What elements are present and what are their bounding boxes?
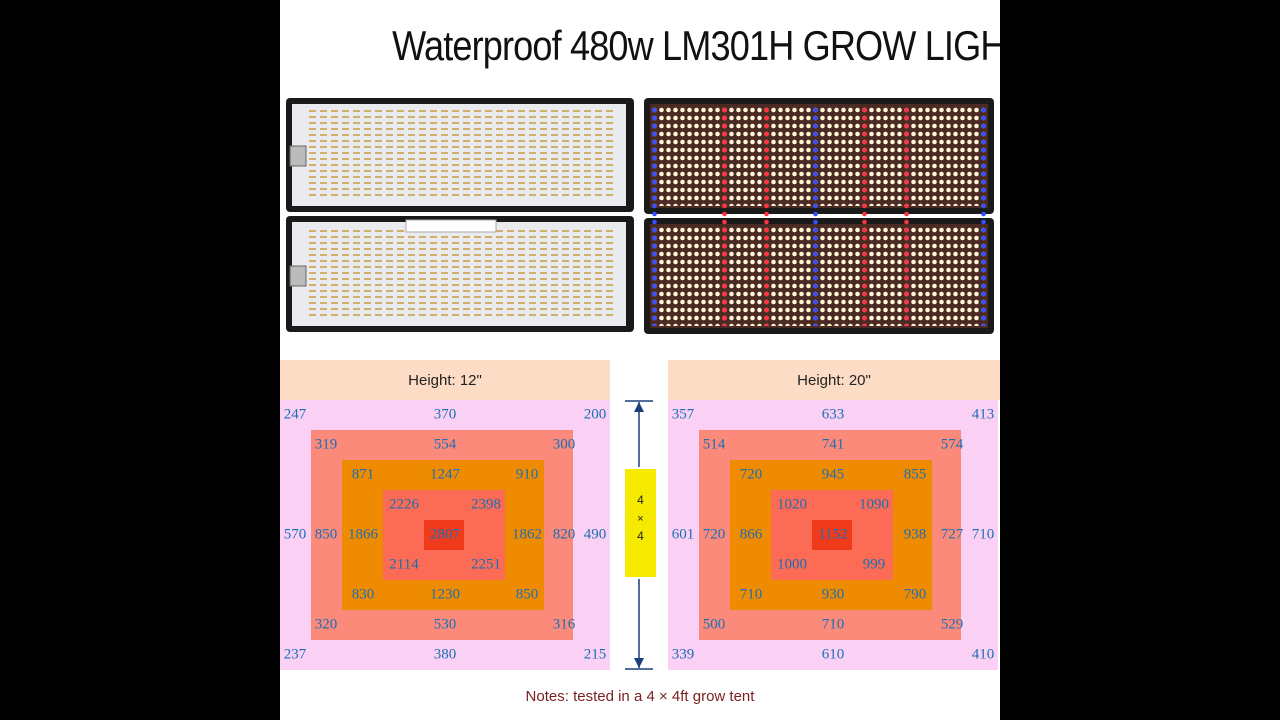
ppfd-value: 1247 xyxy=(430,466,460,483)
ppfd-value: 490 xyxy=(583,526,607,543)
ppfd-value: 633 xyxy=(821,406,845,423)
tent-size-indicator: 4 × 4 xyxy=(610,360,668,670)
ppfd-value: 339 xyxy=(671,646,695,663)
ppfd-value: 1862 xyxy=(512,526,542,543)
ppfd-value: 574 xyxy=(940,436,964,453)
ppfd-value: 710 xyxy=(739,586,763,603)
ppfd-value: 370 xyxy=(433,406,457,423)
ppfd-value: 319 xyxy=(314,436,338,453)
notes-text: Notes: tested in a 4 × 4ft grow tent xyxy=(525,688,755,705)
ppfd-value: 945 xyxy=(821,466,845,483)
ppfd-heatmap-12in: 247 200 237 215 370 380 570 490 319 300 320 316 554 5… xyxy=(280,400,610,670)
ppfd-value: 410 xyxy=(971,646,995,663)
ppfd-value: 529 xyxy=(940,616,964,633)
ppfd-value: 514 xyxy=(702,436,726,453)
ppfd-value: 413 xyxy=(971,406,995,423)
ppfd-value: 554 xyxy=(433,436,457,453)
ppfd-value: 871 xyxy=(351,466,375,483)
tent-size-box xyxy=(623,467,658,579)
ppfd-value: 720 xyxy=(702,526,726,543)
ppfd-value: 710 xyxy=(971,526,995,543)
tent-size-number: 4 xyxy=(637,529,644,543)
ppfd-value: 500 xyxy=(702,616,726,633)
ppfd-value: 1090 xyxy=(859,496,889,513)
ppfd-value: 1020 xyxy=(777,496,807,513)
ppfd-value: 300 xyxy=(552,436,576,453)
ppfd-value: 866 xyxy=(739,526,763,543)
ppfd-heatmap-20in: 357 413 339 410 633 610 601 710 514 574 500 529 741 7… xyxy=(668,400,998,670)
heatmap-title: Height: 12" xyxy=(408,371,482,389)
ppfd-value: 2226 xyxy=(389,496,419,513)
ppfd-value: 316 xyxy=(552,616,576,633)
ppfd-value: 247 xyxy=(283,406,307,423)
ppfd-value: 380 xyxy=(433,646,457,663)
heatmap-title: Height: 20" xyxy=(797,371,871,389)
ppfd-value: 720 xyxy=(739,466,763,483)
ppfd-value: 610 xyxy=(821,646,845,663)
ppfd-value: 215 xyxy=(583,646,607,663)
ppfd-value: 2251 xyxy=(471,556,501,573)
ppfd-value: 357 xyxy=(671,406,695,423)
ppfd-value: 727 xyxy=(940,526,964,543)
ppfd-value: 910 xyxy=(515,466,539,483)
tent-size-times: × xyxy=(637,513,643,525)
ppfd-value: 850 xyxy=(515,586,539,603)
ppfd-value: 200 xyxy=(583,406,607,423)
ppfd-value: 2807 xyxy=(430,526,460,543)
page-title: Waterproof 480w LM301H GROW LIGHT xyxy=(392,22,1000,69)
ppfd-zone-center xyxy=(812,520,852,550)
ppfd-value: 530 xyxy=(433,616,457,633)
ppfd-value: 320 xyxy=(314,616,338,633)
ppfd-value: 855 xyxy=(903,466,927,483)
product-infographic: Waterproof 480w LM301H GROW LIGHT xyxy=(280,0,1000,720)
ppfd-value: 237 xyxy=(283,646,307,663)
light-front-photo xyxy=(644,98,994,334)
ppfd-value: 790 xyxy=(903,586,927,603)
ppfd-zone-center xyxy=(424,520,464,550)
ppfd-value: 830 xyxy=(351,586,375,603)
ppfd-value: 601 xyxy=(671,526,695,543)
ppfd-value: 850 xyxy=(314,526,338,543)
ppfd-value: 1152 xyxy=(818,526,848,543)
header-height-12: Height: 12" xyxy=(280,360,610,400)
tent-size-number: 4 xyxy=(637,493,644,507)
ppfd-value: 1866 xyxy=(348,526,378,543)
ppfd-value: 570 xyxy=(283,526,307,543)
ppfd-value: 2398 xyxy=(471,496,501,513)
ppfd-value: 710 xyxy=(821,616,845,633)
ppfd-value: 1000 xyxy=(777,556,807,573)
ppfd-value: 999 xyxy=(862,556,886,573)
ppfd-value: 2114 xyxy=(389,556,419,573)
light-back-photo xyxy=(286,98,634,332)
ppfd-value: 1230 xyxy=(430,586,460,603)
ppfd-value: 930 xyxy=(821,586,845,603)
ppfd-value: 820 xyxy=(552,526,576,543)
ppfd-value: 938 xyxy=(903,526,927,543)
ppfd-value: 741 xyxy=(821,436,845,453)
header-height-20: Height: 20" xyxy=(668,360,1000,400)
